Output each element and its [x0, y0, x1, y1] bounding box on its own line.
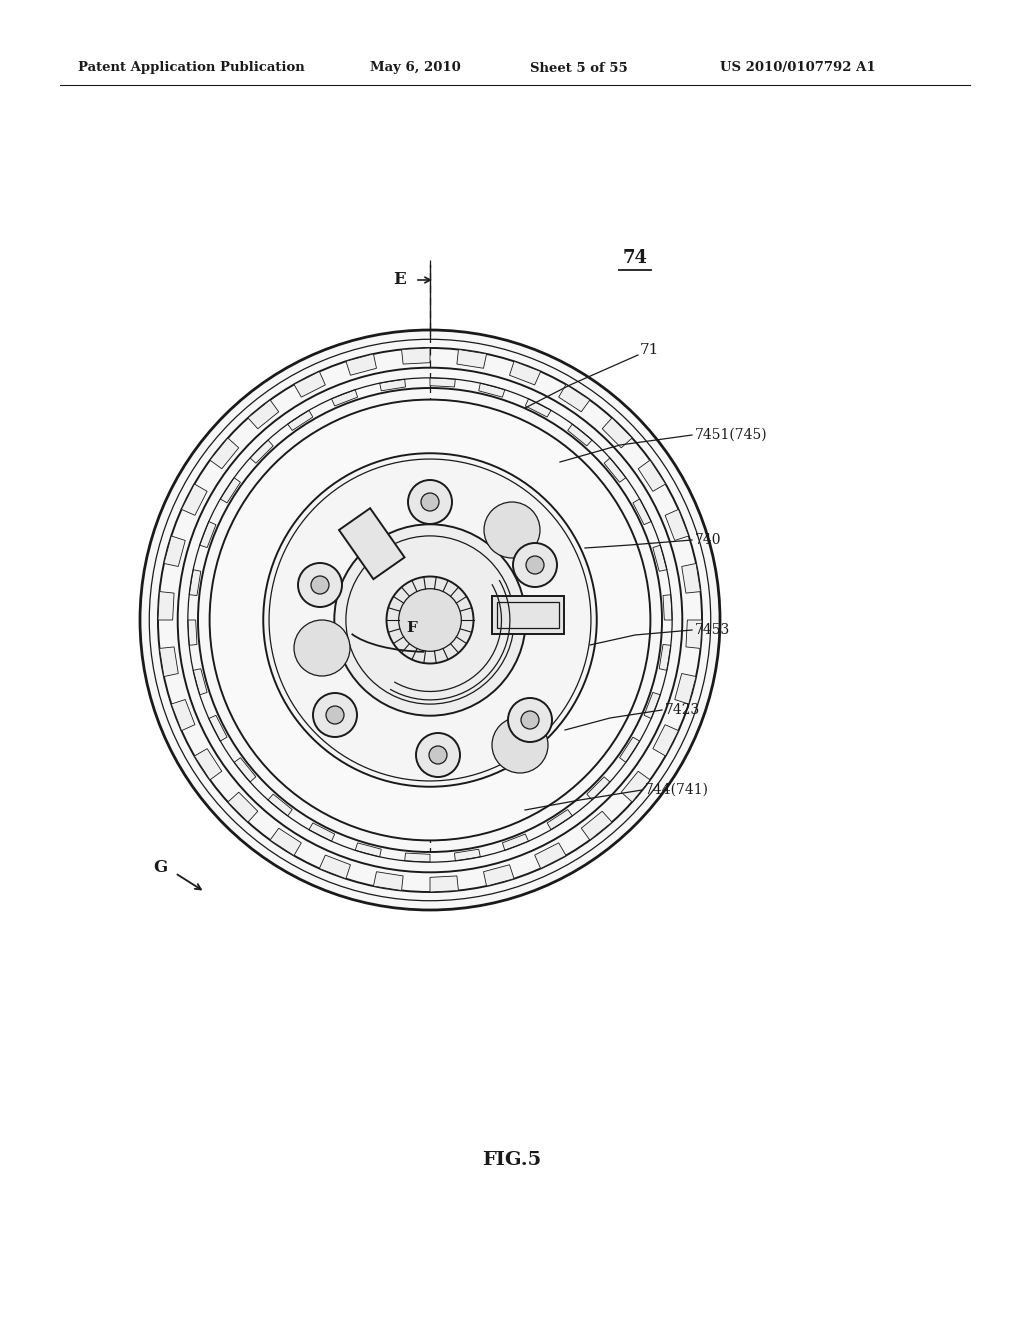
Circle shape — [210, 400, 650, 841]
Text: US 2010/0107792 A1: US 2010/0107792 A1 — [720, 62, 876, 74]
Circle shape — [326, 706, 344, 723]
Text: 71: 71 — [640, 343, 659, 356]
Polygon shape — [682, 564, 700, 593]
Circle shape — [508, 698, 552, 742]
Polygon shape — [164, 536, 185, 566]
Polygon shape — [288, 411, 313, 430]
Text: 744(741): 744(741) — [645, 783, 709, 797]
Polygon shape — [194, 669, 207, 694]
Polygon shape — [200, 521, 216, 548]
Polygon shape — [268, 795, 292, 816]
Polygon shape — [503, 834, 528, 850]
Polygon shape — [659, 644, 671, 671]
Polygon shape — [160, 647, 178, 677]
Polygon shape — [455, 849, 480, 861]
Polygon shape — [653, 725, 679, 756]
Polygon shape — [633, 499, 651, 524]
Polygon shape — [209, 715, 227, 741]
Circle shape — [313, 693, 357, 737]
Polygon shape — [346, 354, 377, 375]
Polygon shape — [234, 758, 256, 781]
Circle shape — [298, 564, 342, 607]
Polygon shape — [374, 871, 403, 891]
Text: G: G — [154, 859, 168, 876]
Circle shape — [521, 711, 539, 729]
Polygon shape — [294, 371, 326, 397]
Polygon shape — [248, 400, 279, 429]
Text: Patent Application Publication: Patent Application Publication — [78, 62, 305, 74]
Polygon shape — [535, 843, 566, 869]
Polygon shape — [622, 771, 650, 803]
Polygon shape — [404, 853, 430, 862]
Circle shape — [421, 492, 439, 511]
Polygon shape — [675, 673, 696, 704]
Polygon shape — [686, 620, 702, 648]
Polygon shape — [457, 350, 486, 368]
Circle shape — [429, 746, 447, 764]
Polygon shape — [483, 865, 514, 886]
Text: 7453: 7453 — [695, 623, 730, 638]
Polygon shape — [187, 620, 197, 645]
Polygon shape — [220, 478, 241, 503]
Text: 74: 74 — [623, 249, 647, 267]
Polygon shape — [582, 812, 612, 840]
Polygon shape — [210, 438, 239, 469]
Text: Sheet 5 of 55: Sheet 5 of 55 — [530, 62, 628, 74]
Polygon shape — [525, 399, 551, 417]
Polygon shape — [478, 383, 505, 397]
Circle shape — [263, 453, 597, 787]
Polygon shape — [663, 595, 672, 620]
Circle shape — [492, 717, 548, 774]
Polygon shape — [567, 424, 592, 446]
Text: 740: 740 — [695, 533, 722, 546]
Polygon shape — [181, 484, 207, 515]
Polygon shape — [171, 700, 195, 731]
Polygon shape — [547, 809, 572, 830]
Text: 7451(745): 7451(745) — [695, 428, 768, 442]
Polygon shape — [319, 855, 350, 879]
Polygon shape — [228, 792, 258, 822]
Polygon shape — [332, 389, 357, 407]
Polygon shape — [587, 776, 610, 800]
Circle shape — [513, 543, 557, 587]
Polygon shape — [510, 362, 541, 385]
Circle shape — [140, 330, 720, 909]
Polygon shape — [620, 737, 640, 763]
Bar — [497, 602, 559, 628]
Polygon shape — [158, 591, 174, 620]
Bar — [339, 508, 404, 579]
Polygon shape — [559, 384, 590, 412]
Polygon shape — [250, 440, 273, 463]
Polygon shape — [644, 693, 660, 718]
Text: F: F — [407, 620, 418, 635]
Polygon shape — [380, 379, 406, 391]
Circle shape — [526, 556, 544, 574]
Polygon shape — [430, 876, 459, 892]
Polygon shape — [309, 822, 335, 841]
Bar — [492, 597, 564, 634]
Circle shape — [484, 502, 540, 558]
Polygon shape — [638, 461, 666, 491]
Circle shape — [294, 620, 350, 676]
Text: May 6, 2010: May 6, 2010 — [370, 62, 461, 74]
Circle shape — [334, 524, 525, 715]
Circle shape — [311, 576, 329, 594]
Text: E: E — [393, 272, 407, 289]
Polygon shape — [195, 748, 222, 780]
Circle shape — [398, 589, 462, 651]
Polygon shape — [401, 348, 430, 364]
Polygon shape — [430, 378, 456, 387]
Polygon shape — [355, 843, 381, 857]
Circle shape — [416, 733, 460, 777]
Circle shape — [408, 480, 452, 524]
Polygon shape — [653, 545, 667, 572]
Polygon shape — [666, 510, 689, 540]
Polygon shape — [602, 418, 632, 447]
Polygon shape — [189, 570, 201, 595]
Text: FIG.5: FIG.5 — [482, 1151, 542, 1170]
Polygon shape — [270, 828, 301, 855]
Polygon shape — [604, 458, 626, 482]
Circle shape — [386, 577, 473, 664]
Text: 7423: 7423 — [665, 704, 700, 717]
